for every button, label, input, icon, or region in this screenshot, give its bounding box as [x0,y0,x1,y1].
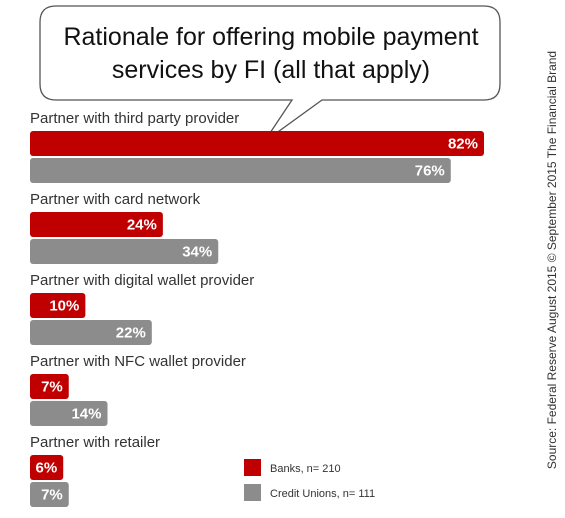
credit-union-bar [30,158,451,183]
bank-bar [30,374,69,399]
credit-union-bar [30,482,69,507]
credit-union-value-label: 7% [41,487,63,504]
category-label: Partner with digital wallet provider [30,272,254,289]
category-label: Partner with NFC wallet provider [30,353,246,370]
legend-label-credit-union: Credit Unions, n= 111 [270,488,375,500]
legend-swatch-credit-union [244,484,261,501]
bank-bar [30,455,64,480]
bank-bar [30,212,163,237]
category-label: Partner with card network [30,191,201,208]
credit-union-value-label: 76% [415,163,445,180]
credit-union-value-label: 22% [116,325,146,342]
credit-union-value-label: 14% [71,406,101,423]
bank-value-label: 24% [127,217,157,234]
bank-bar [30,293,86,318]
legend-swatch-bank [244,459,261,476]
legend-label-bank: Banks, n= 210 [270,463,341,475]
legend: Banks, n= 210 Credit Unions, n= 111 [244,459,375,501]
bank-value-label: 82% [448,136,478,153]
credit-union-value-label: 34% [182,244,212,261]
chart-title-line-2: services by FI (all that apply) [112,56,430,84]
bank-value-label: 7% [41,379,63,396]
bars-layer: Partner with third party provider 82%76% P… [30,110,484,507]
title-callout: Rationale for offering mobile payment se… [39,5,501,143]
bank-bar [30,131,484,156]
category-label: Partner with third party provider [30,110,239,127]
credit-union-bar [30,239,219,264]
category-label: Partner with retailer [30,434,160,451]
credit-union-bar [30,401,108,426]
bank-value-label: 6% [36,460,58,477]
credit-union-bar [30,320,152,345]
source-note: Source: Federal Reserve August 2015 © Se… [545,51,559,469]
title-callout-bubble [39,5,501,143]
chart-title-line-1: Rationale for offering mobile payment [63,23,478,51]
bank-value-label: 10% [49,298,79,315]
